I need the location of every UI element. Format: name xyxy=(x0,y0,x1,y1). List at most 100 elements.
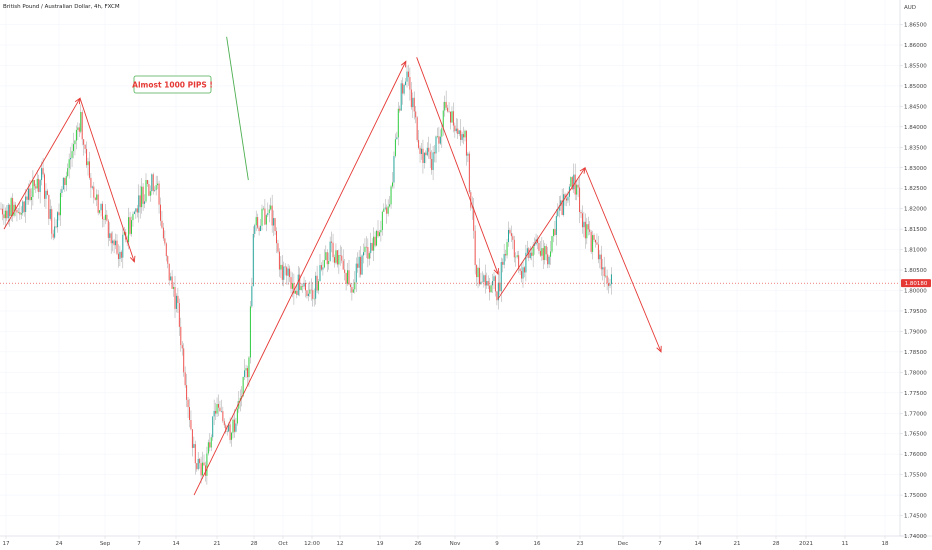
candle-body xyxy=(357,263,359,268)
candle-body xyxy=(396,137,398,140)
y-axis[interactable]: 1.74000 1.74500 1.75000 1.75500 1.76000 1.765… xyxy=(900,23,927,540)
candle-body xyxy=(415,111,417,118)
candle-body xyxy=(468,153,470,193)
candle-body xyxy=(91,186,93,188)
candle-body xyxy=(255,217,257,226)
candle-body xyxy=(283,266,285,280)
trendline[interactable] xyxy=(79,98,135,263)
candle-body xyxy=(77,127,79,130)
candle-body xyxy=(306,290,308,297)
candle-body xyxy=(341,255,343,261)
candle-body xyxy=(371,242,373,251)
candle-body xyxy=(271,205,273,226)
candle-body xyxy=(294,290,296,294)
candle-body xyxy=(438,136,440,144)
candle-body xyxy=(257,217,259,228)
candle-body xyxy=(584,221,586,239)
candle-body xyxy=(416,117,418,141)
candle-body xyxy=(373,236,375,251)
candle-body xyxy=(197,458,199,470)
candle-body xyxy=(142,186,144,204)
candle-body xyxy=(431,158,433,170)
candle-body xyxy=(325,252,327,261)
candle-body xyxy=(442,110,444,129)
x-tick-label: 7 xyxy=(658,541,662,547)
candle-body xyxy=(526,248,528,253)
symbol-title: British Pound / Australian Dollar, 4h, F… xyxy=(3,4,120,10)
candle-body xyxy=(577,184,579,188)
x-tick-label: 2021 xyxy=(799,541,813,547)
trendline[interactable] xyxy=(497,167,586,299)
trendline[interactable] xyxy=(416,57,499,275)
candle-body xyxy=(196,463,198,470)
y-tick-label: 1.84000 xyxy=(904,125,927,131)
trendline-arrowhead xyxy=(129,255,136,263)
candle-body xyxy=(522,267,524,279)
candle-body xyxy=(136,208,138,213)
candle-body xyxy=(390,186,392,205)
candle-body xyxy=(183,348,185,373)
candle-body xyxy=(590,231,592,252)
candle-body xyxy=(523,267,525,273)
candle-body xyxy=(573,174,575,190)
candle-body xyxy=(62,177,64,190)
candle-body xyxy=(445,101,447,108)
trendline[interactable] xyxy=(226,36,249,181)
y-tick-label: 1.83000 xyxy=(904,166,927,172)
candle-body xyxy=(232,419,234,433)
y-tick-label: 1.80500 xyxy=(904,268,927,274)
candle-body xyxy=(499,282,501,292)
candle-body xyxy=(175,295,177,309)
x-axis[interactable]: 17 24 Sep 7 14 21 28 Oct 12:00 12 19 26 Nov 9 16 23 Dec 7… xyxy=(3,536,889,547)
candle-body xyxy=(0,208,2,210)
candle-body xyxy=(19,212,21,215)
candle-body xyxy=(364,246,366,253)
candle-body xyxy=(349,284,351,287)
candle-body xyxy=(277,243,279,252)
candle-body xyxy=(603,267,605,277)
y-tick-label: 1.76500 xyxy=(904,432,927,438)
candle-body xyxy=(316,275,318,291)
candle-body xyxy=(381,211,383,231)
trendline[interactable] xyxy=(3,97,81,230)
y-tick-label: 1.79500 xyxy=(904,309,927,315)
candle-body xyxy=(23,201,25,213)
candle-body xyxy=(17,212,19,213)
candle-body xyxy=(228,424,230,432)
candle-body xyxy=(326,252,328,265)
candle-body xyxy=(112,240,114,244)
candle-body xyxy=(141,186,143,208)
candle-body xyxy=(471,207,473,209)
trendlines[interactable] xyxy=(3,36,662,496)
candle-body xyxy=(483,275,485,282)
candle-body xyxy=(561,200,563,215)
candle-body xyxy=(412,97,414,108)
candle-body xyxy=(276,231,277,244)
callout-box[interactable]: Almost 1000 PIPS ! xyxy=(132,75,213,94)
candle-body xyxy=(300,286,302,291)
candle-body xyxy=(425,152,427,156)
candle-body xyxy=(209,442,211,448)
current-price-label-text: 1.80180 xyxy=(905,281,928,287)
y-tick-label: 1.85000 xyxy=(904,84,927,90)
x-tick-label: 19 xyxy=(377,541,384,547)
candle-body xyxy=(581,213,583,228)
candle-body xyxy=(242,376,244,397)
candle-body xyxy=(509,229,511,234)
candle-body xyxy=(247,368,248,378)
trendline[interactable] xyxy=(584,167,662,353)
candle-body xyxy=(518,255,520,269)
trendline[interactable] xyxy=(193,61,407,496)
candle-body xyxy=(80,112,82,132)
candle-body xyxy=(102,203,103,220)
candle-body xyxy=(519,268,521,272)
x-tick-label: Sep xyxy=(100,541,111,547)
y-tick-label: 1.85500 xyxy=(904,63,927,69)
candle-body xyxy=(558,205,560,211)
candle-body xyxy=(450,111,451,123)
x-tick-label: 12 xyxy=(337,541,344,547)
candle-body xyxy=(574,174,576,195)
candle-body xyxy=(610,274,612,285)
candle-body xyxy=(270,205,272,210)
